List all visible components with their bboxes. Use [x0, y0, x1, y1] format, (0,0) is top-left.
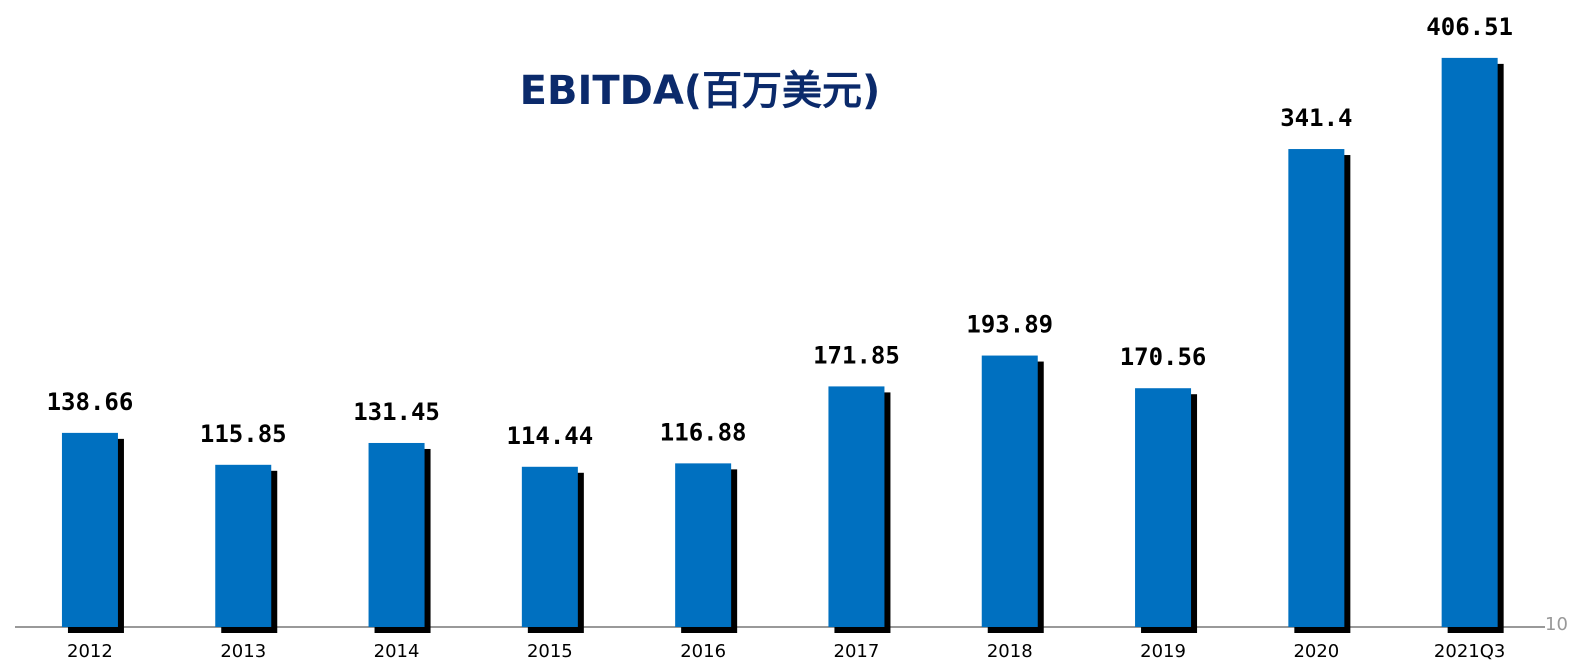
value-label: 114.44: [506, 422, 593, 450]
x-tick-label: 2016: [680, 641, 726, 662]
page-number: 10: [1545, 614, 1568, 635]
bar: [61, 432, 118, 627]
x-tick-label: 2021Q3: [1434, 641, 1505, 662]
x-tick-label: 2020: [1293, 641, 1339, 662]
x-tick-label: 2012: [67, 641, 113, 662]
value-label: 341.4: [1280, 104, 1352, 132]
x-tick-label: 2019: [1140, 641, 1186, 662]
value-label: 406.51: [1426, 13, 1513, 41]
value-label: 171.85: [813, 341, 900, 369]
bar: [1135, 388, 1192, 627]
value-label: 131.45: [353, 398, 440, 426]
value-label: 115.85: [200, 420, 287, 448]
bar: [368, 442, 425, 627]
value-label: 193.89: [966, 311, 1053, 339]
x-tick-label: 2018: [987, 641, 1033, 662]
x-tick-label: 2014: [374, 641, 420, 662]
x-tick-label: 2013: [220, 641, 266, 662]
bar: [1441, 57, 1498, 628]
x-tick-label: 2015: [527, 641, 573, 662]
value-label: 170.56: [1120, 343, 1207, 371]
bar: [675, 463, 732, 627]
bar: [828, 386, 885, 627]
value-label: 138.66: [47, 388, 134, 416]
x-tick-label: 2017: [834, 641, 880, 662]
bar: [215, 464, 272, 627]
chart-title: EBITDA(百万美元): [520, 68, 881, 114]
value-label: 116.88: [660, 418, 747, 446]
bar: [1288, 149, 1345, 628]
bar: [521, 466, 578, 627]
bar: [981, 355, 1038, 627]
